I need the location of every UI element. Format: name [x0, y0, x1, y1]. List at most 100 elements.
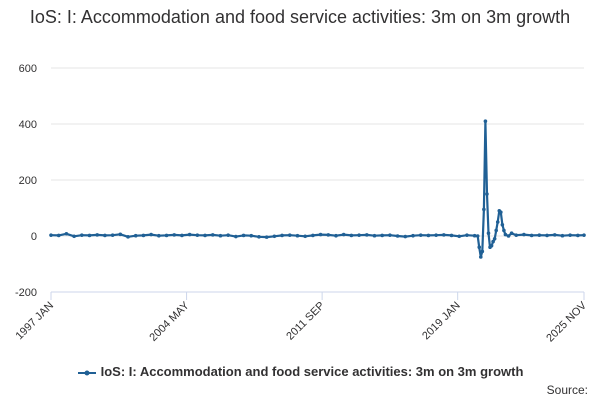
data-point [380, 233, 384, 238]
data-point [80, 233, 84, 237]
data-point [465, 233, 469, 237]
data-point [264, 235, 269, 239]
data-point [87, 233, 92, 238]
chart-title: IoS: I: Accommodation and food service a… [29, 7, 571, 27]
data-point [411, 233, 415, 238]
data-point [418, 233, 423, 237]
data-point [560, 233, 565, 238]
y-tick-label: 0 [31, 231, 37, 243]
data-point [218, 233, 223, 238]
data-point [164, 233, 169, 238]
data-point [318, 232, 323, 237]
data-point [503, 232, 508, 237]
data-point [95, 233, 100, 237]
y-tick-label: 600 [19, 63, 37, 75]
data-point [434, 233, 438, 237]
data-point [133, 233, 138, 238]
data-point [480, 249, 485, 254]
data-point [203, 233, 207, 238]
y-tick-label: -200 [15, 287, 37, 299]
data-point [388, 233, 392, 237]
data-point [172, 233, 177, 237]
data-point [486, 231, 491, 235]
data-point [483, 119, 488, 123]
x-tick-label: 2011 SEP [284, 300, 327, 343]
data-point [529, 233, 534, 238]
data-point [341, 232, 346, 237]
data-point [509, 231, 514, 235]
y-tick-label: 400 [19, 119, 37, 131]
source-label: Source: [546, 383, 588, 397]
gridlines [51, 67, 584, 293]
data-point [210, 233, 215, 237]
data-point [334, 233, 338, 238]
data-point [226, 233, 230, 237]
data-point [287, 233, 292, 237]
data-point [449, 233, 454, 238]
data-point [249, 233, 254, 238]
data-point [552, 233, 557, 237]
data-point [187, 232, 192, 237]
data-point [234, 234, 238, 239]
data-point [582, 233, 586, 237]
series-line [50, 120, 585, 259]
data-point [514, 233, 519, 237]
data-point [568, 233, 572, 237]
data-point [311, 233, 315, 238]
data-point [492, 237, 497, 241]
data-point [103, 233, 107, 238]
data-point [295, 233, 300, 238]
data-point [499, 210, 503, 214]
data-point [280, 233, 284, 238]
data-point [477, 245, 482, 249]
data-point [272, 234, 277, 239]
data-point [349, 233, 354, 238]
data-point [56, 233, 61, 238]
data-point [395, 234, 400, 238]
series-line-path [50, 120, 585, 259]
data-point [372, 233, 377, 238]
x-axis: 1997 JAN 2004 MAY 2011 SEP 2019 JAN 2025 NOV [13, 291, 590, 344]
data-point [502, 228, 506, 233]
data-point [326, 233, 331, 237]
data-point [257, 235, 261, 239]
x-tick-label: 2019 JAN [420, 300, 463, 343]
data-point [64, 231, 69, 236]
y-tick-label: 200 [19, 175, 37, 187]
data-point [141, 233, 146, 238]
data-point [478, 255, 483, 259]
data-point [489, 244, 494, 248]
data-point [475, 234, 480, 238]
data-point [157, 233, 161, 238]
data-point [482, 207, 486, 212]
series-points [49, 119, 586, 259]
data-point [303, 234, 307, 239]
x-tick-label: 2004 MAY [147, 299, 192, 344]
data-point [576, 233, 580, 238]
data-point [118, 232, 123, 237]
data-point [472, 233, 477, 238]
data-point [110, 233, 115, 237]
data-point [545, 233, 549, 238]
x-tick-label: 2025 NOV [544, 299, 589, 344]
data-point [500, 223, 505, 227]
data-point [491, 239, 495, 244]
legend-label: IoS: I: Accommodation and food service a… [100, 364, 524, 379]
data-point [522, 232, 526, 237]
data-point [403, 234, 408, 239]
data-point [537, 233, 542, 237]
data-point [495, 220, 500, 224]
data-point [442, 233, 446, 237]
legend-swatch [77, 370, 96, 376]
data-point [357, 233, 361, 237]
data-point [485, 192, 489, 196]
data-point [506, 234, 511, 238]
data-point [149, 232, 153, 237]
legend[interactable]: IoS: I: Accommodation and food service a… [0, 364, 600, 379]
data-point [49, 233, 53, 237]
data-point [195, 233, 200, 237]
data-point [457, 234, 462, 239]
data-point [364, 233, 369, 237]
x-tick-label: 1997 JAN [13, 300, 56, 343]
